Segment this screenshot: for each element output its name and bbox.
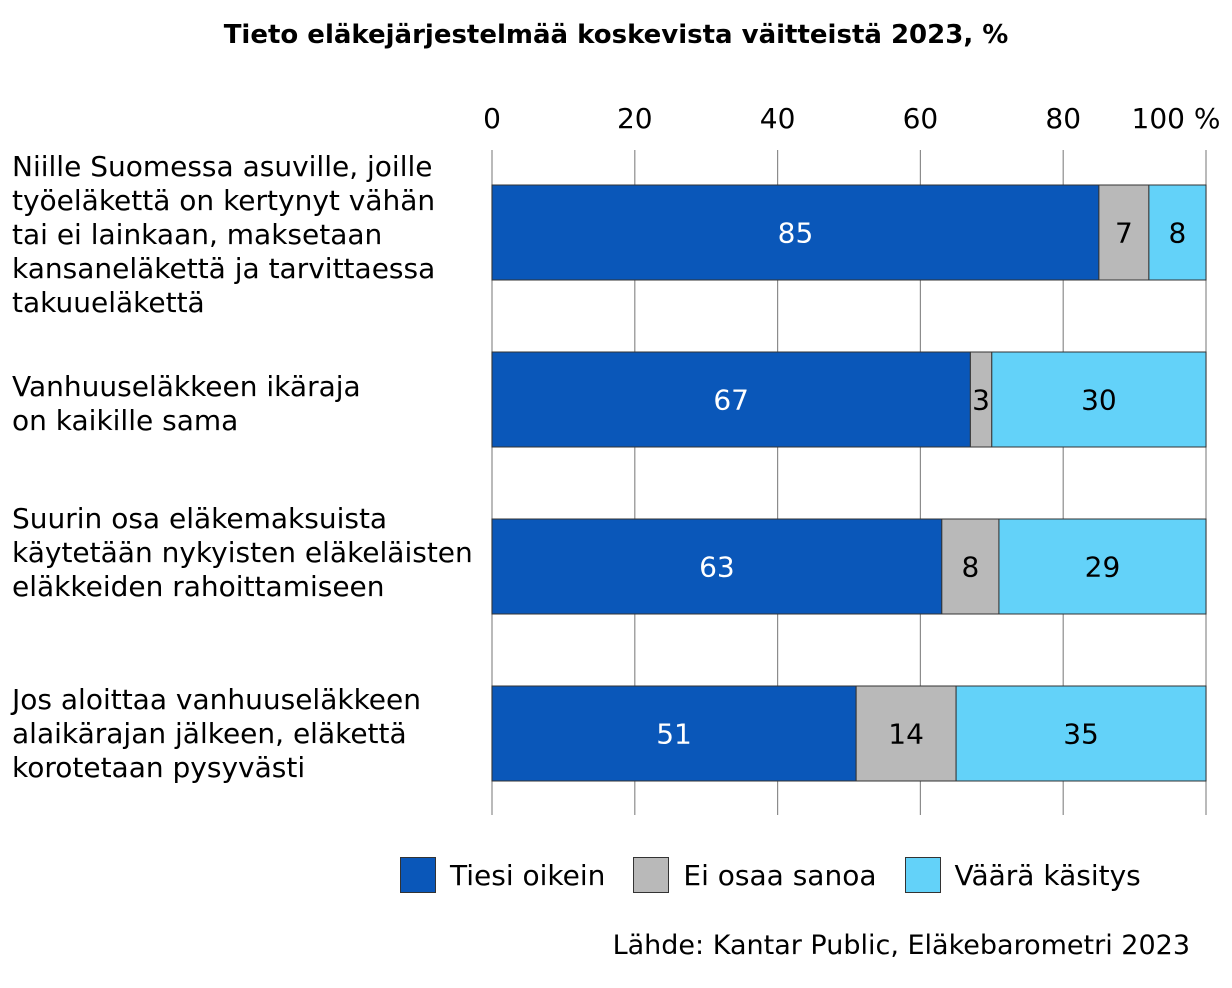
category-label: Jos aloittaa vanhuuseläkkeen alaikärajan … bbox=[12, 683, 492, 785]
category-label-line: on kaikille sama bbox=[12, 404, 239, 437]
category-label: Suurin osa eläkemaksuista käytetään nykyi… bbox=[12, 502, 492, 604]
category-label: Vanhuuseläkkeen ikäraja on kaikille sama bbox=[12, 370, 492, 438]
value-labels: 85 7 8 67 3 30 63 8 29 51 14 35 bbox=[656, 217, 1186, 751]
data-label: 30 bbox=[1081, 384, 1117, 417]
category-label: Niille Suomessa asuville, joille työeläke… bbox=[12, 150, 492, 320]
legend-label: Väärä käsitys bbox=[954, 858, 1141, 892]
legend-label: Tiesi oikein bbox=[450, 858, 606, 892]
category-label-line: Vanhuuseläkkeen ikäraja bbox=[12, 370, 361, 403]
x-tick-label: 20 bbox=[617, 102, 653, 135]
bar-segment bbox=[1148, 184, 1207, 281]
x-tick-label: 60 bbox=[903, 102, 939, 135]
category-label-line: korotetaan pysyvästi bbox=[12, 751, 306, 784]
category-label-line: Niille Suomessa asuville, joille bbox=[12, 150, 433, 183]
category-label-line: takuueläkettä bbox=[12, 286, 205, 319]
x-tick-label: 80 bbox=[1045, 102, 1081, 135]
bar-segment bbox=[991, 351, 1207, 448]
data-label: 8 bbox=[1169, 217, 1187, 250]
category-label-line: Suurin osa eläkemaksuista bbox=[12, 502, 388, 535]
legend-item: Väärä käsitys bbox=[904, 857, 1141, 893]
x-tick-label: 100 % bbox=[1132, 102, 1221, 135]
data-label: 85 bbox=[778, 217, 814, 250]
category-label-line: tai ei lainkaan, maksetaan bbox=[12, 218, 383, 251]
chart-title: Tieto eläkejärjestelmää koskevista väitt… bbox=[223, 20, 1009, 50]
legend-label: Ei osaa sanoa bbox=[683, 858, 877, 892]
data-label: 63 bbox=[699, 551, 735, 584]
bar-segment bbox=[855, 685, 957, 782]
legend-swatch bbox=[904, 857, 941, 893]
legend-swatch bbox=[633, 857, 670, 893]
x-axis-ticks: 0 20 40 60 80 100 % bbox=[483, 102, 1220, 135]
data-label: 7 bbox=[1115, 217, 1133, 250]
legend: Tiesi oikein Ei osaa sanoa Väärä käsitys bbox=[400, 855, 1141, 895]
bar-segment bbox=[1098, 184, 1150, 281]
data-label: 51 bbox=[656, 718, 692, 751]
data-label: 3 bbox=[972, 384, 990, 417]
data-label: 8 bbox=[961, 551, 979, 584]
bar-segment bbox=[955, 685, 1207, 782]
category-label-line: eläkkeiden rahoittamiseen bbox=[12, 570, 385, 603]
legend-item: Ei osaa sanoa bbox=[633, 857, 877, 893]
data-label: 67 bbox=[713, 384, 749, 417]
legend-item: Tiesi oikein bbox=[400, 857, 605, 893]
bar-segment bbox=[998, 518, 1207, 615]
legend-swatch bbox=[400, 857, 436, 893]
category-label-line: alaikärajan jälkeen, eläkettä bbox=[12, 717, 407, 750]
category-label-line: kansaneläkettä ja tarvittaessa bbox=[12, 252, 436, 285]
x-tick-label: 40 bbox=[760, 102, 796, 135]
data-label: 35 bbox=[1063, 718, 1099, 751]
category-label-line: työeläkettä on kertynyt vähän bbox=[12, 184, 436, 217]
category-label-line: Jos aloittaa vanhuuseläkkeen bbox=[12, 683, 421, 716]
bar-segment bbox=[941, 518, 1000, 615]
source-note: Lähde: Kantar Public, Eläkebarometri 202… bbox=[612, 930, 1190, 961]
data-label: 29 bbox=[1085, 551, 1121, 584]
bar-segment bbox=[491, 685, 857, 782]
bar-segment bbox=[491, 518, 943, 615]
data-label: 14 bbox=[888, 718, 924, 751]
category-label-line: käytetään nykyisten eläkeläisten bbox=[12, 536, 473, 569]
bar-segment bbox=[491, 351, 971, 448]
x-tick-label: 0 bbox=[483, 102, 501, 135]
bars bbox=[491, 184, 1207, 782]
